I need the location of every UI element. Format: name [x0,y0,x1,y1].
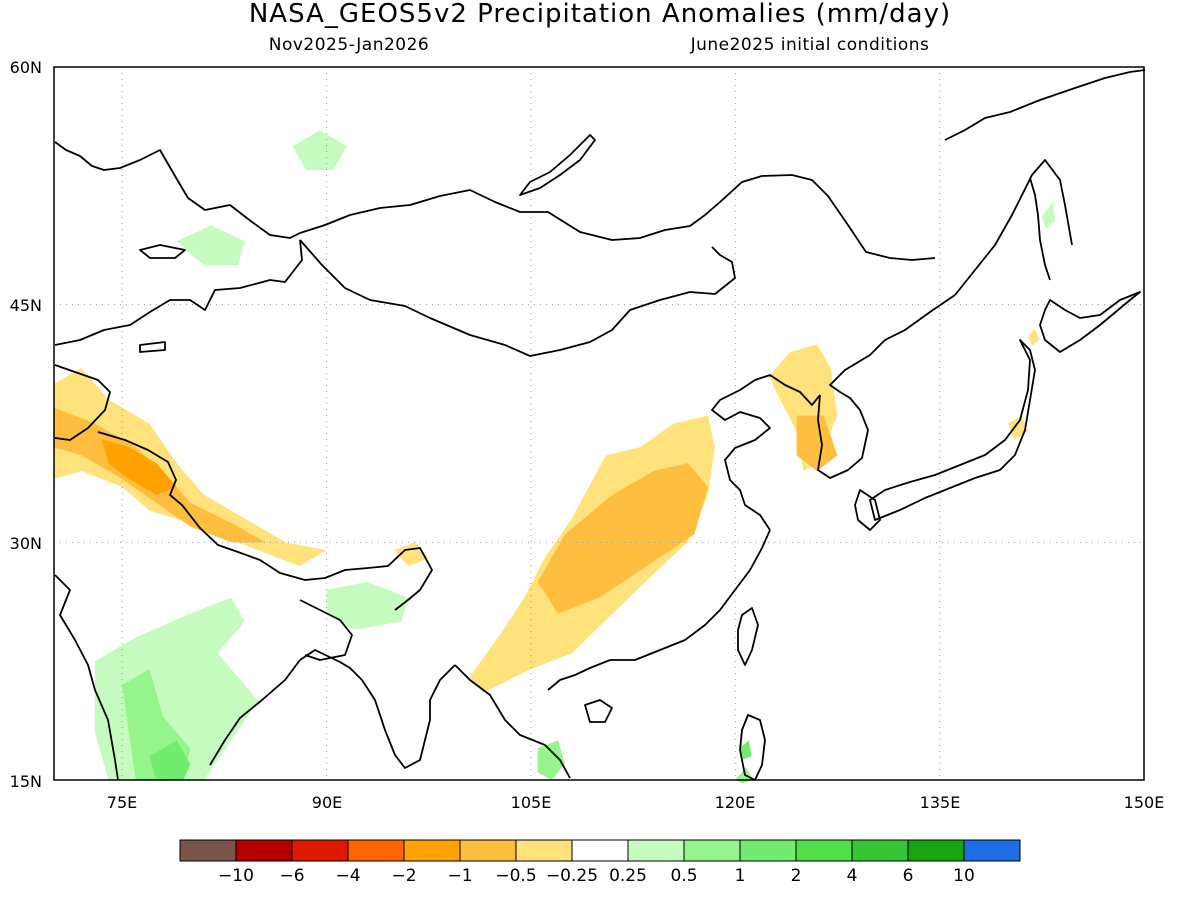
colorbar-tick: 0.25 [609,866,647,886]
anomaly-region-yangtze-inner [537,463,708,614]
coastline-india-east [209,649,363,766]
colorbar-tick: −0.25 [546,866,598,886]
colorbar-tick: −6 [279,866,304,886]
graticule [54,67,1144,780]
anomaly-region-assam-green [326,581,409,630]
colorbar-swatch [515,839,573,862]
anomaly-region-vietnam-green [537,740,565,780]
colorbar-swatch [179,839,237,862]
coastline-indochina [454,664,571,779]
colorbar-swatch [851,839,909,862]
colorbar-tick: −1 [447,866,472,886]
lon-label: 105E [511,793,552,812]
colorbar-tick: −2 [391,866,416,886]
colorbar-swatch [347,839,405,862]
colorbar-tick: −10 [218,866,254,886]
colorbar-tick: 0.5 [670,866,697,886]
coastline-taiwan [737,607,759,666]
colorbar-swatch [739,839,797,862]
colorbar-tick: 1 [735,866,746,886]
colorbar-swatch [907,839,965,862]
colorbar-tick: −4 [335,866,360,886]
colorbar-tick: 4 [847,866,858,886]
anomaly-region-india-green-core [149,740,191,780]
coastline-china-south [610,529,771,661]
border-central-asia [54,239,303,346]
lon-label: 120E [715,793,756,812]
lake-balkhash [139,244,186,259]
colorbar-tick: 10 [953,866,975,886]
colorbar-swatch [459,839,517,862]
lat-label: 15N [10,772,42,791]
coastline-okhotsk [944,69,1146,141]
border-himalaya [97,431,433,611]
coastline-kyushu [854,489,881,531]
anomaly-region-korea-inner [796,415,838,471]
border-afghanistan [54,364,111,441]
coastline-kazakhstan [54,141,936,261]
colorbar-swatch [403,839,461,862]
initial-conditions: June2025 initial conditions [690,35,930,55]
coastline-gulf-tonkin [547,659,611,691]
coastline-burma [361,664,456,769]
anomaly-region-taiwan-green [739,740,752,760]
coastline-india [54,574,119,781]
colorbar-tick: 2 [791,866,802,886]
colorbar-swatch [627,839,685,862]
colorbar-swatch [571,839,629,862]
lon-label: 150E [1124,793,1165,812]
colorbar-swatch [683,839,741,862]
anomaly-region-sakhalin-green [1041,201,1056,229]
coastline-sakhalin [1029,177,1051,281]
lon-label: 90E [312,793,342,812]
latitude-labels: 60N 45N 30N 15N [10,58,42,791]
border-bangladesh [299,599,353,661]
anomaly-region-altai-green [292,130,347,170]
coastline-far-east [884,159,1073,341]
lake-issykkul [139,341,166,353]
coastline-china-east [711,374,821,531]
lon-label: 135E [920,793,961,812]
lon-label: 75E [107,793,137,812]
lake-baikal [519,134,596,196]
coastline-korea [817,339,886,479]
forecast-period: Nov2025-Jan2026 [269,35,430,55]
lat-label: 60N [10,58,42,77]
colorbar-swatch [795,839,853,862]
lat-label: 45N [10,296,42,315]
anomaly-region-himalaya-outer [54,368,327,567]
anomaly-region-kazakh-green [176,225,245,266]
colorbar-swatch [235,839,293,862]
coastline-hainan [584,699,613,723]
anomaly-region-karakoram-core [101,439,177,495]
colorbar-swatch [291,839,349,862]
map-title: NASA_GEOS5v2 Precipitation Anomalies (mm… [249,0,951,29]
anomaly-region-hokkaido-a [1028,328,1040,346]
colorbar [179,839,1021,862]
lat-label: 30N [10,534,42,553]
border-mongolia [299,239,736,357]
map-frame [53,66,1145,781]
longitude-labels: 75E 90E 105E 120E 135E 150E [107,793,1165,812]
colorbar-labels: −10 −6 −4 −2 −1 −0.5 −0.25 0.25 0.5 1 2 … [218,866,975,886]
coastline-hokkaido [1039,291,1141,353]
colorbar-tick: 6 [903,866,914,886]
coastline-honshu [869,339,1036,521]
colorbar-swatch [963,839,1021,862]
colorbar-tick: −0.5 [495,866,536,886]
